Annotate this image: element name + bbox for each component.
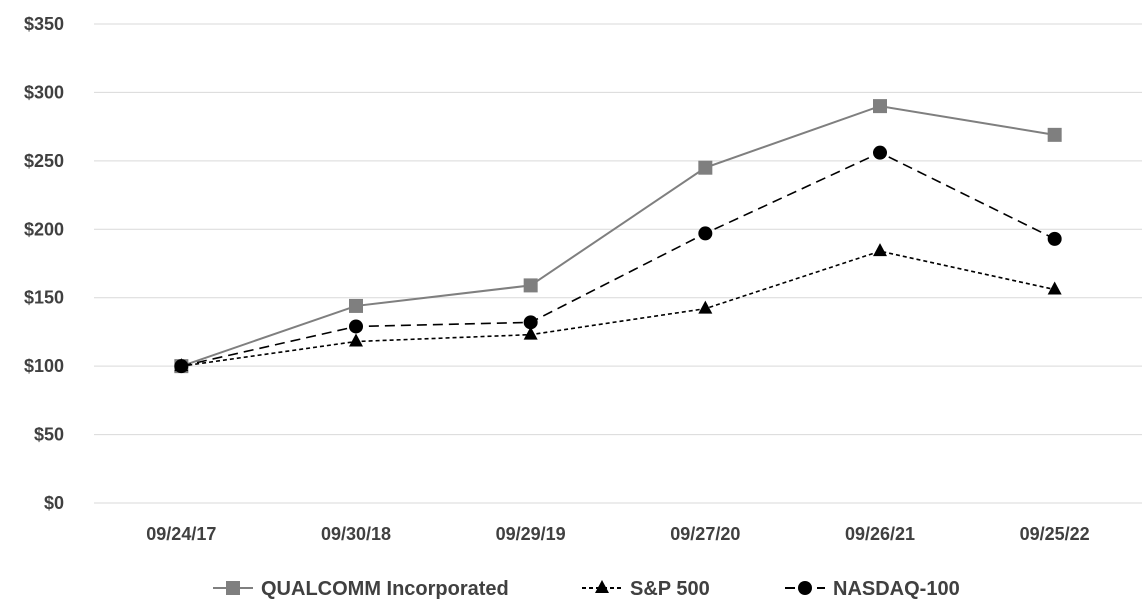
- x-tick-label: 09/24/17: [146, 524, 216, 544]
- y-tick-label: $350: [24, 14, 64, 34]
- data-point-nasdaq-100: [1047, 231, 1062, 246]
- series-line-s-p-500: [181, 250, 1055, 367]
- data-point-s-p-500: [349, 333, 363, 347]
- legend-label: QUALCOMM Incorporated: [261, 578, 509, 600]
- data-point-qualcomm-incorporated: [873, 99, 887, 114]
- legend-marker-nasdaq-100: [798, 581, 812, 595]
- y-axis-tick-labels: $0 $50 $100 $150 $200 $250 $300 $350: [24, 14, 64, 513]
- y-tick-label: $50: [34, 425, 64, 445]
- y-tick-label: $100: [24, 356, 64, 376]
- x-tick-label: 09/26/21: [845, 524, 915, 544]
- data-point-nasdaq-100: [523, 315, 538, 330]
- legend-label: S&P 500: [630, 578, 710, 600]
- x-tick-label: 09/30/18: [321, 524, 391, 544]
- legend-marker-s-p-500: [595, 580, 609, 593]
- y-tick-label: $250: [24, 151, 64, 171]
- x-tick-label: 09/27/20: [670, 524, 740, 544]
- y-tick-label: $0: [44, 493, 64, 513]
- data-series: [174, 99, 1062, 374]
- series-line-qualcomm-incorporated: [181, 105, 1055, 368]
- legend-item-qualcomm-incorporated: QUALCOMM Incorporated: [213, 578, 509, 600]
- data-point-nasdaq-100: [349, 319, 363, 334]
- y-tick-label: $200: [24, 219, 64, 239]
- x-axis-tick-labels: 09/24/17 09/30/18 09/29/19 09/27/20 09/26/21…: [146, 524, 1089, 544]
- x-tick-label: 09/29/19: [496, 524, 566, 544]
- legend-label: NASDAQ-100: [833, 578, 960, 600]
- legend-item-s-p-500: S&P 500: [582, 578, 710, 600]
- series-nasdaq-100: [174, 145, 1062, 374]
- data-point-s-p-500: [1047, 281, 1062, 295]
- data-point-s-p-500: [174, 358, 189, 372]
- x-tick-label: 09/25/22: [1020, 524, 1090, 544]
- data-point-qualcomm-incorporated: [523, 278, 538, 293]
- y-tick-label: $300: [24, 82, 64, 102]
- legend-item-nasdaq-100: NASDAQ-100: [785, 578, 960, 600]
- y-tick-label: $150: [24, 288, 64, 308]
- data-point-nasdaq-100: [698, 226, 713, 241]
- legend-marker-qualcomm-incorporated: [226, 581, 240, 595]
- data-point-s-p-500: [523, 326, 538, 340]
- legend: QUALCOMM Incorporated S&P 500 NASDAQ-100: [213, 578, 960, 600]
- series-line-nasdaq-100: [181, 151, 1056, 367]
- data-point-qualcomm-incorporated: [1047, 127, 1062, 142]
- data-point-nasdaq-100: [873, 145, 887, 160]
- data-point-qualcomm-incorporated: [349, 298, 363, 313]
- data-point-s-p-500: [873, 243, 887, 257]
- series-qualcomm-incorporated: [174, 99, 1062, 374]
- series-s-p-500: [174, 243, 1062, 372]
- data-point-s-p-500: [698, 300, 713, 314]
- gridlines: [94, 23, 1142, 504]
- data-point-qualcomm-incorporated: [698, 160, 713, 175]
